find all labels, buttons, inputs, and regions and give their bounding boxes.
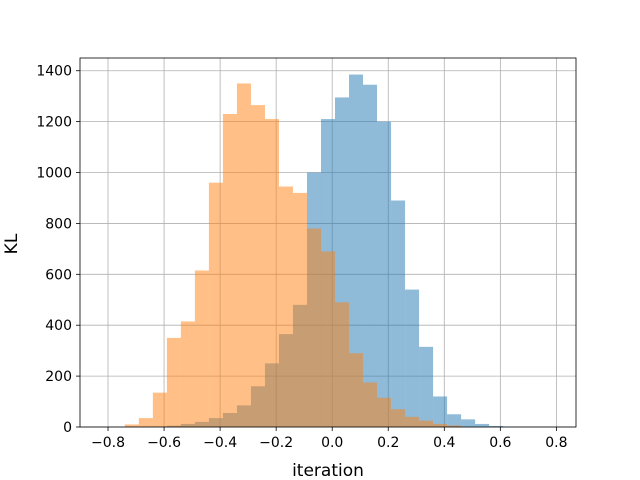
histogram-bar — [447, 414, 462, 427]
histogram-bar — [363, 84, 378, 427]
y-axis-label: KL — [2, 233, 22, 254]
histogram-bar — [419, 346, 434, 427]
y-tick-label: 200 — [45, 369, 72, 385]
histogram-bar — [180, 321, 195, 427]
histogram-bar — [349, 74, 364, 427]
x-tick-label: −0.4 — [203, 435, 237, 451]
x-tick-label: 0.2 — [377, 435, 399, 451]
x-tick-label: −0.6 — [147, 435, 181, 451]
histogram-bar — [377, 121, 392, 427]
histogram-bar — [363, 382, 378, 427]
histogram-bar — [419, 420, 434, 427]
histogram-bar — [349, 353, 364, 427]
histogram-bar — [335, 302, 350, 427]
y-tick-label: 600 — [45, 267, 72, 283]
histogram-bar — [377, 397, 392, 427]
x-tick-label: −0.8 — [91, 435, 125, 451]
x-tick-label: −0.2 — [259, 435, 293, 451]
histogram-bar — [306, 228, 321, 427]
y-tick-label: 400 — [45, 318, 72, 334]
plot-area: −0.8 −0.6 −0.4 −0.2 0.0 0.2 0.4 0.6 0.8 0 200 400 60… — [36, 57, 577, 451]
histogram-bar — [405, 416, 420, 427]
histogram-bar — [278, 186, 293, 427]
histogram-bar — [152, 392, 167, 427]
histogram-bar — [236, 83, 251, 427]
histogram-bar — [475, 423, 490, 427]
histogram-bar — [194, 270, 209, 427]
histogram-bar — [264, 119, 279, 427]
histogram-bar — [124, 424, 139, 427]
y-tick-label: 0 — [63, 420, 72, 436]
histogram-bar — [166, 337, 181, 427]
y-tick-label: 1400 — [36, 64, 72, 80]
histogram-bar — [320, 251, 336, 427]
y-tick-label: 1200 — [36, 115, 72, 131]
x-tick-label: 0.0 — [321, 435, 343, 451]
histogram-bar — [250, 105, 265, 427]
x-tick-label: 0.6 — [489, 435, 511, 451]
histogram-bar — [208, 182, 223, 427]
histogram-bar — [433, 396, 448, 427]
histogram-bar — [433, 423, 448, 427]
histogram-bar — [391, 409, 406, 427]
histogram-bar — [461, 419, 476, 427]
histogram-bar — [138, 418, 153, 427]
plot-frame — [79, 57, 577, 428]
y-tick-label: 800 — [45, 216, 72, 232]
histogram-bar — [489, 425, 504, 427]
x-tick-label: 0.4 — [433, 435, 455, 451]
histogram-bar — [405, 289, 420, 427]
histogram-bar — [447, 425, 462, 427]
x-tick-label: 0.8 — [545, 435, 567, 451]
series-2 — [124, 83, 462, 427]
histogram-bar — [222, 113, 237, 427]
histogram-bar — [292, 192, 307, 427]
x-axis-label: iteration — [292, 461, 364, 480]
histogram-bar — [391, 200, 406, 427]
y-tick-label: 1000 — [36, 166, 72, 182]
